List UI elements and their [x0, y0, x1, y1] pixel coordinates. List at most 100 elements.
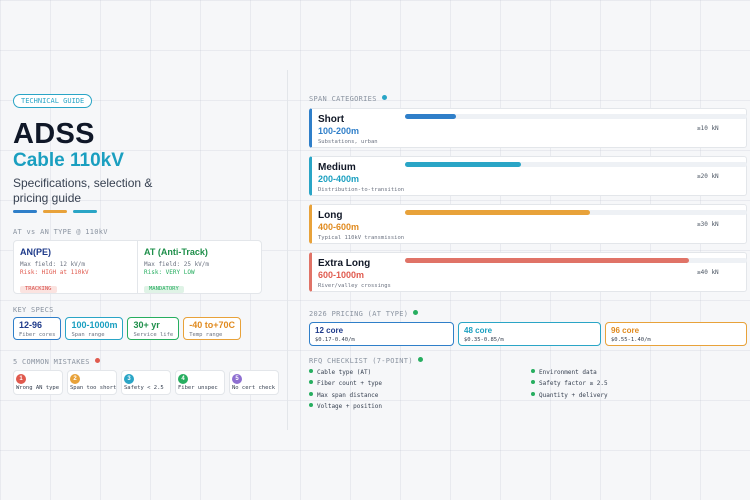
page-title: ADSS	[13, 118, 95, 150]
column-divider	[287, 70, 288, 430]
span-bar-fill	[405, 162, 522, 167]
price-range: $0.35-0.85/m	[464, 337, 504, 343]
spec-temp-range: -40 to+70C Temp range	[183, 317, 242, 340]
accent-bar-cyan	[73, 210, 97, 213]
cyan-dot-icon	[381, 95, 387, 100]
span-range: 200-400m	[318, 174, 360, 184]
bullet-icon	[531, 392, 535, 396]
mistake-item: 2 Span too short	[67, 370, 117, 395]
mistake-text: Fiber unspec	[178, 385, 218, 391]
mistake-number-badge: 5	[232, 374, 242, 384]
span-bar-fill	[405, 258, 689, 263]
span-bar-track	[405, 258, 747, 263]
at-type-risk: Risk: VERY LOW	[144, 269, 195, 276]
span-categories-label-text: SPAN CATEGORIES	[309, 95, 377, 103]
green-dot-icon	[417, 357, 423, 362]
mistake-number-badge: 2	[70, 374, 80, 384]
rfq-label: RFQ CHECKLIST (7-POINT)	[309, 357, 423, 365]
tracking-badge: TRACKING	[20, 286, 57, 293]
price-cores: 48 core	[464, 326, 493, 335]
bullet-icon	[309, 403, 313, 407]
span-card-medium: Medium 200-400m Distribution-to-transiti…	[309, 156, 747, 196]
key-specs-label: KEY SPECS	[13, 306, 54, 314]
mistake-item: 4 Fiber unspec	[175, 370, 225, 395]
price-range: $0.55-1.40/m	[611, 337, 651, 343]
mistake-number-badge: 3	[124, 374, 134, 384]
span-desc: River/valley crossings	[318, 283, 391, 289]
price-card-12-core: 12 core $0.17-0.40/m	[309, 322, 454, 346]
mistake-text: Wrong AN type	[16, 385, 60, 391]
red-dot-icon	[94, 358, 100, 363]
span-load: ≥40 kN	[697, 269, 719, 276]
at-type-column: AT (Anti-Track) Max field: 25 kV/m Risk:…	[137, 241, 261, 293]
spec-label: Span range	[71, 332, 105, 338]
rfq-item-text: Fiber count + type	[317, 380, 383, 387]
price-range: $0.17-0.40/m	[315, 337, 355, 343]
mistake-text: Safety < 2.5	[124, 385, 164, 391]
bullet-icon	[309, 380, 313, 384]
mistake-item: 3 Safety < 2.5	[121, 370, 171, 395]
spec-value: 100-1000m	[71, 320, 118, 330]
span-bar-fill	[405, 114, 457, 119]
technical-guide-tag: TECHNICAL GUIDE	[13, 94, 93, 108]
rfq-label-text: RFQ CHECKLIST (7-POINT)	[309, 357, 413, 365]
bullet-icon	[309, 369, 313, 373]
spec-label: Temp range	[189, 332, 223, 338]
spec-service-life: 30+ yr Service life	[127, 317, 180, 340]
spec-label: Fiber cores	[19, 332, 56, 338]
span-desc: Distribution-to-transition	[318, 187, 405, 193]
spec-fiber-cores: 12-96 Fiber cores	[13, 317, 62, 340]
span-range: 400-600m	[318, 222, 360, 232]
spec-value: -40 to+70C	[189, 320, 236, 330]
an-type-title: AN(PE)	[20, 247, 51, 257]
rfq-item-text: Quantity + delivery	[539, 392, 608, 399]
span-load: ≥30 kN	[697, 221, 719, 228]
rfq-item: Max span distance	[309, 392, 378, 399]
mistakes-label-text: 5 COMMON MISTAKES	[13, 358, 90, 366]
pricing-label: 2026 PRICING (AT TYPE)	[309, 310, 419, 318]
span-bar-track	[405, 210, 747, 215]
mistake-text: Span too short	[70, 385, 117, 391]
rfq-item-text: Environment data	[539, 369, 597, 376]
span-card-short: Short 100-200m Substations, urban ≥10 kN	[309, 108, 747, 148]
rfq-item: Quantity + delivery	[531, 392, 608, 399]
an-type-column: AN(PE) Max field: 12 kV/m Risk: HIGH at …	[14, 241, 137, 293]
spec-value: 12-96	[19, 320, 43, 330]
an-type-field: Max field: 12 kV/m	[20, 261, 86, 268]
mandatory-badge: MANDATORY	[144, 286, 184, 293]
key-specs-row: 12-96 Fiber cores 100-1000m Span range 3…	[13, 317, 242, 340]
mistake-text: No cert check	[232, 385, 276, 391]
span-bar-track	[405, 162, 747, 167]
at-type-title: AT (Anti-Track)	[144, 247, 208, 257]
pricing-label-text: 2026 PRICING (AT TYPE)	[309, 310, 409, 318]
bullet-icon	[531, 369, 535, 373]
accent-bars	[13, 210, 97, 213]
span-desc: Substations, urban	[318, 139, 378, 145]
rfq-item: Environment data	[531, 369, 597, 376]
price-cores: 12 core	[315, 326, 344, 335]
mistake-item: 1 Wrong AN type	[13, 370, 63, 395]
green-dot-icon	[413, 310, 419, 315]
rfq-item: Fiber count + type	[309, 380, 382, 387]
rfq-item: Safety factor ≥ 2.5	[531, 380, 608, 387]
span-name: Extra Long	[318, 258, 371, 269]
span-range: 100-200m	[318, 126, 360, 136]
price-card-96-core: 96 core $0.55-1.40/m	[605, 322, 747, 346]
rfq-item-text: Cable type (AT)	[317, 369, 372, 376]
at-vs-an-card: AN(PE) Max field: 12 kV/m Risk: HIGH at …	[13, 240, 262, 294]
mistake-number-badge: 4	[178, 374, 188, 384]
bullet-icon	[531, 380, 535, 384]
span-bar-fill	[405, 210, 590, 215]
rfq-item: Cable type (AT)	[309, 369, 371, 376]
spec-value: 30+ yr	[133, 320, 160, 330]
span-load: ≥20 kN	[697, 173, 719, 180]
span-load: ≥10 kN	[697, 125, 719, 132]
span-desc: Typical 110kV transmission	[318, 235, 405, 241]
rfq-item: Voltage + position	[309, 403, 382, 410]
mistake-number-badge: 1	[16, 374, 26, 384]
at-vs-an-label: AT vs AN TYPE @ 110kV	[13, 228, 108, 236]
mistake-item: 5 No cert check	[229, 370, 279, 395]
mistakes-label: 5 COMMON MISTAKES	[13, 358, 100, 366]
span-range: 600-1000m	[318, 270, 365, 280]
price-card-48-core: 48 core $0.35-0.85/m	[458, 322, 601, 346]
